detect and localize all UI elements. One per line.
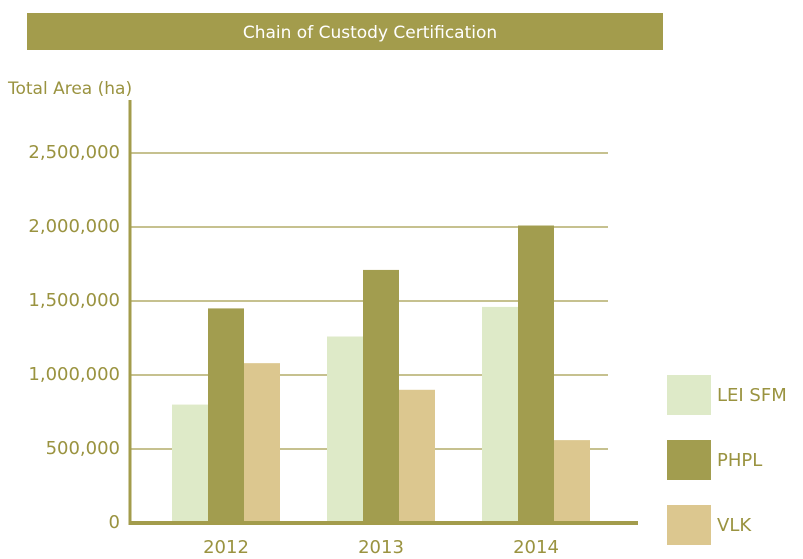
chart-title: Chain of Custody Certification [243,23,497,43]
legend-swatch [667,440,711,480]
x-tick-label: 2012 [203,537,249,558]
y-axis-label: Total Area (ha) [7,79,132,99]
bar [244,363,280,523]
y-tick-label: 2,500,000 [28,142,120,163]
y-tick-label: 2,000,000 [28,216,120,237]
title-bar [27,13,663,50]
x-tick-label: 2014 [513,537,559,558]
y-tick-label: 500,000 [46,438,120,459]
legend-label: VLK [717,515,752,536]
legend-swatch [667,505,711,545]
bar [172,404,208,523]
y-tick-label: 1,000,000 [28,364,120,385]
bar [363,269,399,523]
bar [327,336,363,523]
bar [482,306,518,523]
bar [208,308,244,523]
bar [399,389,435,523]
y-tick-label: 0 [109,512,120,533]
legend-label: LEI SFM [717,385,787,406]
bar [518,225,554,523]
x-tick-label: 2013 [358,537,404,558]
legend-label: PHPL [717,450,762,471]
bar [554,440,590,523]
legend-swatch [667,375,711,415]
y-tick-label: 1,500,000 [28,290,120,311]
